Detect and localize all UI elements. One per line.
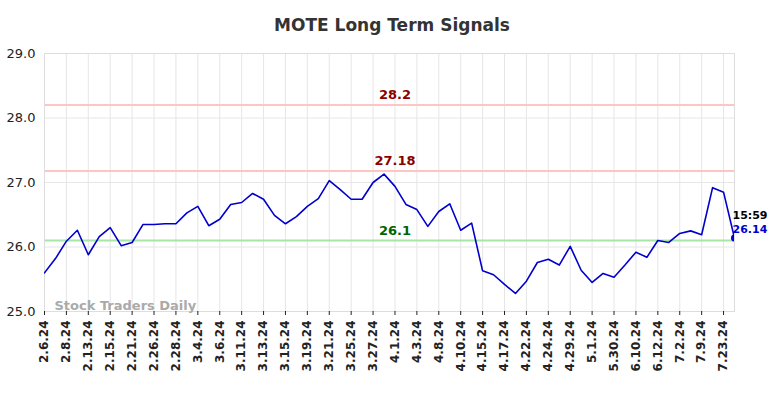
svg-text:4.22.24: 4.22.24 bbox=[519, 321, 533, 372]
svg-text:4.24.24: 4.24.24 bbox=[541, 321, 555, 372]
svg-text:15:59: 15:59 bbox=[733, 208, 768, 221]
svg-text:3.19.24: 3.19.24 bbox=[300, 321, 314, 372]
svg-text:28.2: 28.2 bbox=[379, 87, 411, 102]
svg-text:2.8.24: 2.8.24 bbox=[59, 321, 73, 364]
svg-text:3.21.24: 3.21.24 bbox=[322, 321, 336, 372]
svg-text:27.0: 27.0 bbox=[7, 175, 36, 190]
svg-text:5.30.24: 5.30.24 bbox=[607, 321, 621, 372]
svg-text:3.15.24: 3.15.24 bbox=[278, 321, 292, 372]
svg-text:26.0: 26.0 bbox=[7, 239, 36, 254]
svg-text:6.10.24: 6.10.24 bbox=[629, 321, 643, 372]
svg-text:7.2.24: 7.2.24 bbox=[673, 321, 687, 364]
svg-text:26.1: 26.1 bbox=[379, 223, 411, 238]
svg-text:2.6.24: 2.6.24 bbox=[37, 321, 51, 364]
svg-text:4.10.24: 4.10.24 bbox=[454, 321, 468, 372]
svg-text:3.13.24: 3.13.24 bbox=[256, 321, 270, 372]
svg-text:29.0: 29.0 bbox=[7, 46, 36, 61]
svg-text:5.1.24: 5.1.24 bbox=[585, 321, 599, 364]
svg-text:26.14: 26.14 bbox=[733, 222, 768, 235]
svg-text:7.23.24: 7.23.24 bbox=[716, 321, 730, 372]
svg-text:3.11.24: 3.11.24 bbox=[234, 321, 248, 372]
svg-text:4.15.24: 4.15.24 bbox=[475, 321, 489, 372]
svg-text:Stock Traders Daily: Stock Traders Daily bbox=[55, 298, 197, 313]
html-text:MOTE Long Term Signals: MOTE Long Term Signals bbox=[274, 15, 510, 35]
svg-text:3.25.24: 3.25.24 bbox=[344, 321, 358, 372]
svg-text:27.18: 27.18 bbox=[374, 153, 415, 168]
svg-text:4.17.24: 4.17.24 bbox=[497, 321, 511, 372]
svg-text:4.29.24: 4.29.24 bbox=[563, 321, 577, 372]
svg-text:3.6.24: 3.6.24 bbox=[213, 321, 227, 364]
svg-text:2.13.24: 2.13.24 bbox=[81, 321, 95, 372]
svg-text:3.27.24: 3.27.24 bbox=[366, 321, 380, 372]
svg-text:6.12.24: 6.12.24 bbox=[651, 321, 665, 372]
svg-text:7.9.24: 7.9.24 bbox=[694, 321, 708, 364]
svg-text:3.4.24: 3.4.24 bbox=[191, 321, 205, 364]
svg-text:2.28.24: 2.28.24 bbox=[169, 321, 183, 372]
svg-text:2.21.24: 2.21.24 bbox=[125, 321, 139, 372]
svg-text:2.15.24: 2.15.24 bbox=[103, 321, 117, 372]
svg-text:28.0: 28.0 bbox=[7, 110, 36, 125]
svg-text:2.26.24: 2.26.24 bbox=[147, 321, 161, 372]
svg-text:25.0: 25.0 bbox=[7, 304, 36, 319]
svg-text:4.3.24: 4.3.24 bbox=[410, 321, 424, 364]
svg-text:4.8.24: 4.8.24 bbox=[432, 321, 446, 364]
svg-text:4.1.24: 4.1.24 bbox=[388, 321, 402, 364]
